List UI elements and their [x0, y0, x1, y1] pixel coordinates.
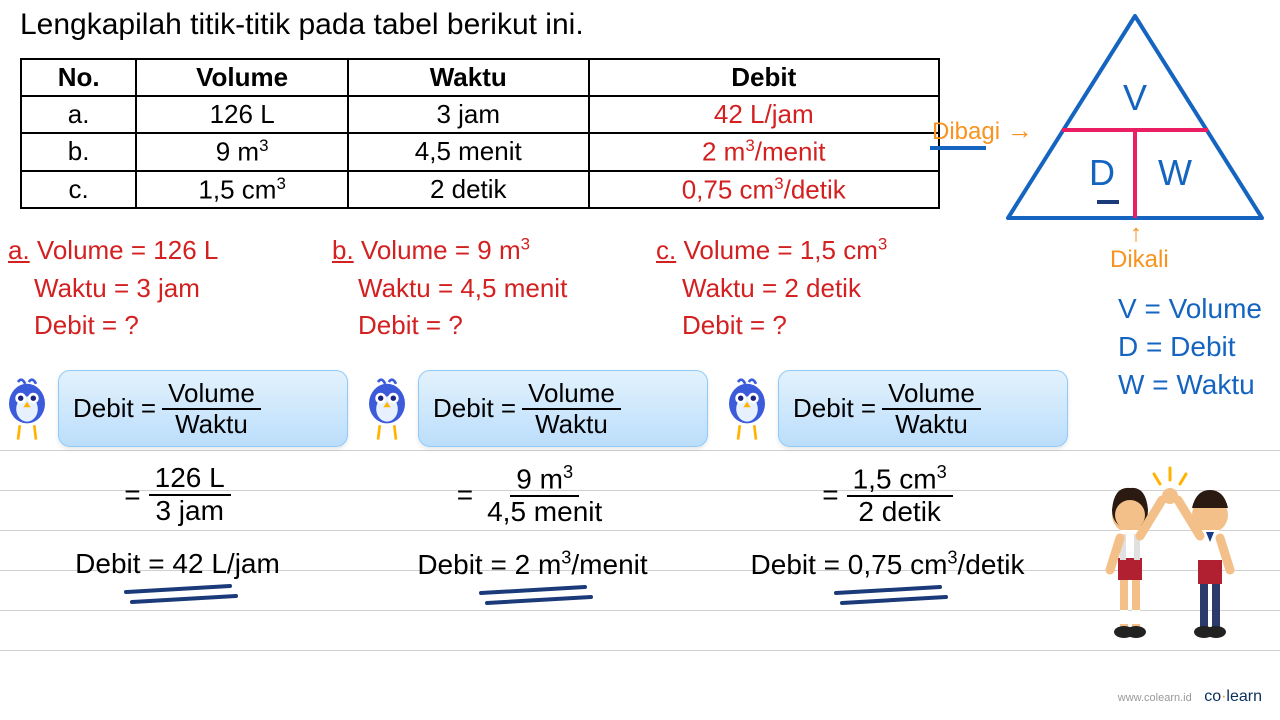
brand-watermark: www.colearn.id co·learn — [1118, 688, 1262, 706]
calc-c: = 1,5 cm32 detik — [710, 462, 1065, 528]
d-underline — [1097, 200, 1119, 204]
th-no: No. — [21, 59, 136, 96]
th-waktu: Waktu — [348, 59, 589, 96]
cell-waktu: 4,5 menit — [348, 133, 589, 171]
result-c: Debit = 0,75 cm3/detik — [710, 548, 1065, 607]
sol-b-debitq: Debit = ? — [332, 307, 644, 345]
formula-bubble-a: Debit = VolumeWaktu — [0, 370, 348, 447]
table-row: b. 9 m3 4,5 menit 2 m3/menit — [21, 133, 939, 171]
formula-bubbles-row: Debit = VolumeWaktu Debit = VolumeWaktu — [0, 370, 1070, 447]
solution-a: a. Volume = 126 L Waktu = 3 jam Debit = … — [8, 232, 320, 345]
cell-debit: 42 L/jam — [589, 96, 940, 133]
cell-no: b. — [21, 133, 136, 171]
bird-mascot-icon — [720, 374, 774, 444]
formula-lhs: Debit = — [793, 393, 876, 424]
result-b: Debit = 2 m3/menit — [355, 548, 710, 607]
legend: V = Volume D = Debit W = Waktu — [1118, 290, 1262, 403]
cell-no: c. — [21, 171, 136, 209]
bird-mascot-icon — [0, 374, 54, 444]
dibagi-underline — [930, 146, 986, 150]
cell-volume: 9 m3 — [136, 133, 348, 171]
cell-volume: 126 L — [136, 96, 348, 133]
formula-lhs: Debit = — [73, 393, 156, 424]
dibagi-label: Dibagi → — [932, 115, 1033, 146]
result-row: Debit = 42 L/jam Debit = 2 m3/menit Debi… — [0, 548, 1100, 607]
legend-d: D = Debit — [1118, 328, 1262, 366]
cell-debit: 2 m3/menit — [589, 133, 940, 171]
sol-a-waktu: Waktu = 3 jam — [8, 270, 320, 308]
dikali-label: Dikali — [1110, 246, 1169, 274]
calculation-row: = 126 L3 jam = 9 m34,5 menit = 1,5 cm32 … — [0, 462, 1100, 528]
calc-b: = 9 m34,5 menit — [355, 462, 710, 528]
brand-url: www.colearn.id — [1118, 692, 1192, 704]
kids-highfive-icon — [1070, 460, 1270, 660]
legend-w: W = Waktu — [1118, 366, 1262, 404]
sol-c-debitq: Debit = ? — [656, 307, 968, 345]
table-row: a. 126 L 3 jam 42 L/jam — [21, 96, 939, 133]
formula-bubble-c: Debit = VolumeWaktu — [720, 370, 1068, 447]
result-a: Debit = 42 L/jam — [0, 548, 355, 607]
triangle-d: D — [1089, 152, 1115, 193]
cell-volume: 1,5 cm3 — [136, 171, 348, 209]
double-underline-icon — [473, 585, 593, 607]
cell-waktu: 3 jam — [348, 96, 589, 133]
formula-triangle: V D W Dibagi → ↑ Dikali — [1000, 10, 1270, 230]
triangle-v: V — [1123, 77, 1147, 118]
table-row: c. 1,5 cm3 2 detik 0,75 cm3/detik — [21, 171, 939, 209]
th-volume: Volume — [136, 59, 348, 96]
sol-a-debitq: Debit = ? — [8, 307, 320, 345]
formula-bubble-b: Debit = VolumeWaktu — [360, 370, 708, 447]
th-debit: Debit — [589, 59, 940, 96]
double-underline-icon — [118, 584, 238, 606]
double-underline-icon — [828, 585, 948, 607]
cell-waktu: 2 detik — [348, 171, 589, 209]
bird-mascot-icon — [360, 374, 414, 444]
sol-c-waktu: Waktu = 2 detik — [656, 270, 968, 308]
triangle-w: W — [1158, 152, 1192, 193]
calc-a: = 126 L3 jam — [0, 462, 355, 528]
sol-b-waktu: Waktu = 4,5 menit — [332, 270, 644, 308]
solution-c: c. Volume = 1,5 cm3 Waktu = 2 detik Debi… — [656, 232, 968, 345]
legend-v: V = Volume — [1118, 290, 1262, 328]
formula-lhs: Debit = — [433, 393, 516, 424]
dikali-arrow-icon: ↑ — [1130, 220, 1142, 248]
cell-no: a. — [21, 96, 136, 133]
data-table: No. Volume Waktu Debit a. 126 L 3 jam 42… — [20, 58, 940, 209]
table-header-row: No. Volume Waktu Debit — [21, 59, 939, 96]
instruction-text: Lengkapilah titik-titik pada tabel berik… — [20, 8, 584, 42]
solutions-area: a. Volume = 126 L Waktu = 3 jam Debit = … — [8, 232, 968, 345]
cell-debit: 0,75 cm3/detik — [589, 171, 940, 209]
solution-b: b. Volume = 9 m3 Waktu = 4,5 menit Debit… — [332, 232, 644, 345]
